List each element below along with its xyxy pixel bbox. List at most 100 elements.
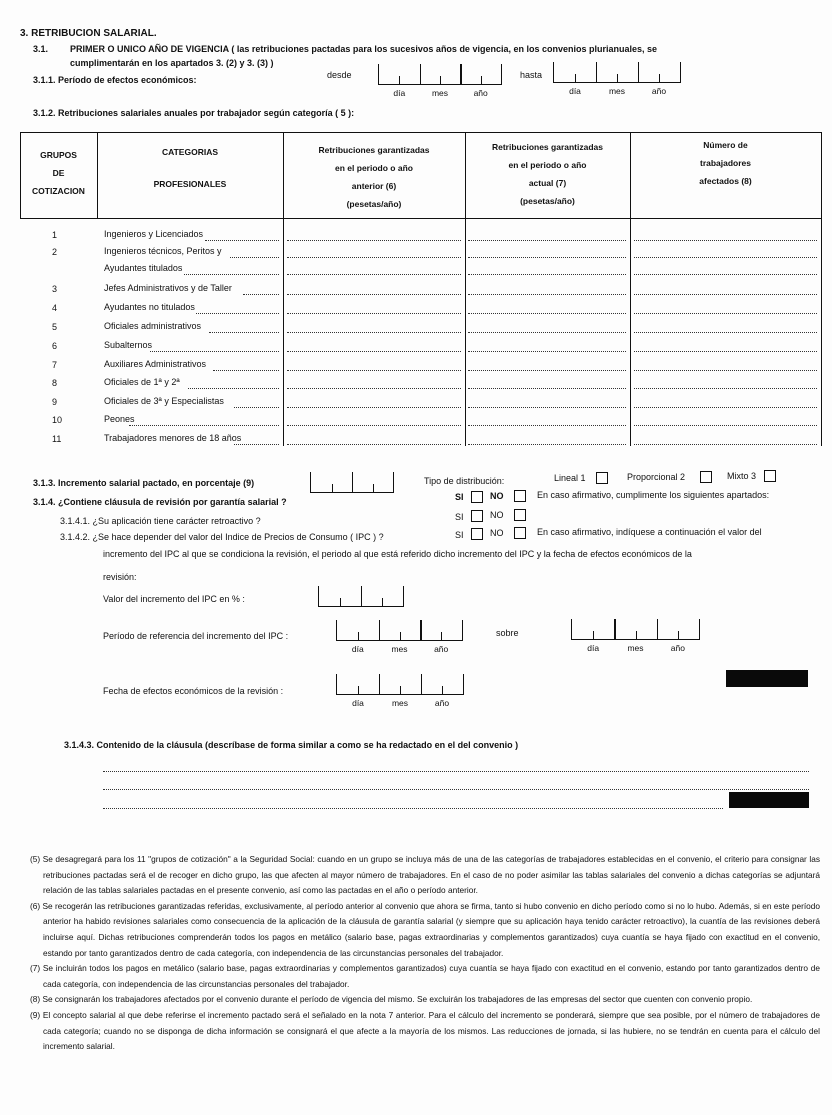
- table-cell-entry-line[interactable]: [634, 332, 817, 333]
- hasta-date-box[interactable]: día mes año: [553, 62, 681, 96]
- table-cell-entry-line[interactable]: [129, 425, 279, 426]
- table-cell-entry-line[interactable]: [468, 370, 626, 371]
- digit-tick: [593, 631, 595, 639]
- incremento-porcentaje-box[interactable]: [310, 472, 394, 493]
- retroactivo-no-checkbox[interactable]: [514, 509, 526, 521]
- header-spacer: [97, 160, 283, 176]
- table-cell-entry-line[interactable]: [468, 313, 626, 314]
- table-cell-entry-line[interactable]: [188, 388, 279, 389]
- tipo-distribucion-label: Tipo de distribución:: [424, 476, 505, 486]
- mixto-checkbox[interactable]: [764, 470, 776, 482]
- digit-tick: [441, 632, 443, 640]
- table-cell-entry-line[interactable]: [634, 274, 817, 275]
- row-group-number: 7: [52, 360, 58, 370]
- date-label-ano: año: [434, 644, 449, 654]
- header-line: trabajadores: [699, 158, 752, 168]
- segment-divider: [419, 64, 421, 84]
- clause-line[interactable]: [103, 771, 809, 772]
- afirmativo-note: En caso afirmativo, cumplimente los sigu…: [537, 490, 770, 500]
- table-cell-entry-line[interactable]: [209, 332, 279, 333]
- footnotes: (5) Se desagregará para los 11 "grupos d…: [30, 852, 820, 1055]
- row-category: Peones: [104, 414, 135, 424]
- digit-tick: [357, 632, 359, 640]
- section-3-1-number: 3.1.: [33, 44, 49, 54]
- row-category: Ingenieros y Licenciados: [104, 229, 204, 239]
- date-label-dia: día: [351, 644, 364, 654]
- table-cell-entry-line[interactable]: [468, 257, 626, 258]
- table-cell-entry-line[interactable]: [468, 332, 626, 333]
- digit-tick: [400, 686, 401, 694]
- table-cell-entry-line[interactable]: [234, 407, 279, 408]
- table-col-line: [97, 132, 99, 218]
- table-cell-entry-line[interactable]: [287, 257, 461, 258]
- table-cell-entry-line[interactable]: [287, 240, 461, 241]
- table-cell-entry-line[interactable]: [287, 444, 461, 445]
- table-cell-entry-line[interactable]: [287, 407, 461, 408]
- fecha-efectos-date-box[interactable]: día mes año: [336, 674, 464, 708]
- table-cell-entry-line[interactable]: [287, 425, 461, 426]
- table-cell-entry-line[interactable]: [287, 313, 461, 314]
- table-cell-entry-line[interactable]: [287, 388, 461, 389]
- valor-ipc-box[interactable]: [318, 586, 404, 607]
- redaction-block: [726, 670, 808, 687]
- table-cell-entry-line[interactable]: [634, 294, 817, 295]
- table-cell-entry-line[interactable]: [634, 388, 817, 389]
- retroactivo-si-checkbox[interactable]: [471, 510, 483, 522]
- table-cell-entry-line[interactable]: [634, 425, 817, 426]
- table-cell-entry-line[interactable]: [468, 274, 626, 275]
- section-title: 3. RETRIBUCION SALARIAL.: [20, 28, 157, 39]
- row-group-number: 3: [52, 284, 58, 294]
- footnote-5: (5) Se desagregará para los 11 "grupos d…: [30, 854, 820, 896]
- table-cell-entry-line[interactable]: [230, 257, 279, 258]
- proporcional-checkbox[interactable]: [700, 471, 712, 483]
- table-cell-entry-line[interactable]: [150, 351, 279, 352]
- footnote-7: (7) Se incluirán todos los pagos en metá…: [30, 963, 820, 989]
- table-cell-entry-line[interactable]: [468, 425, 626, 426]
- ipc-no-checkbox[interactable]: [514, 527, 526, 539]
- table-cell-entry-line[interactable]: [634, 370, 817, 371]
- table-cell-entry-line[interactable]: [204, 240, 279, 241]
- table-cell-entry-line[interactable]: [196, 313, 279, 314]
- table-cell-entry-line[interactable]: [213, 370, 279, 371]
- table-cell-entry-line[interactable]: [287, 332, 461, 333]
- footnote-9: (9) El concepto salarial al que debe ref…: [30, 1009, 820, 1052]
- table-cell-entry-line[interactable]: [634, 240, 817, 241]
- digit-tick: [442, 686, 443, 694]
- table-col-line: [20, 132, 22, 218]
- table-cell-entry-line[interactable]: [634, 313, 817, 314]
- clause-line[interactable]: [103, 808, 723, 809]
- ipc-si-checkbox[interactable]: [471, 528, 483, 540]
- table-cell-entry-line[interactable]: [468, 351, 626, 352]
- table-cell-entry-line[interactable]: [468, 294, 626, 295]
- footnote-6: (6) Se recogerán las retribuciones garan…: [30, 900, 820, 958]
- table-cell-entry-line[interactable]: [634, 444, 817, 445]
- desde-date-box[interactable]: día mes año: [378, 64, 502, 98]
- digit-tick: [635, 631, 637, 639]
- table-cell-entry-line[interactable]: [287, 370, 461, 371]
- table-cell-entry-line[interactable]: [468, 388, 626, 389]
- table-cell-entry-line[interactable]: [468, 444, 626, 445]
- table-cell-entry-line[interactable]: [183, 274, 279, 275]
- table-cell-entry-line[interactable]: [287, 351, 461, 352]
- date-label-dia: día: [352, 698, 364, 708]
- lineal-checkbox[interactable]: [596, 472, 608, 484]
- table-cell-entry-line[interactable]: [242, 294, 279, 295]
- table-top-border: [20, 132, 822, 134]
- section-3-1-4-1-label: 3.1.4.1. ¿Su aplicación tiene carácter r…: [60, 516, 261, 526]
- si-checkbox[interactable]: [471, 491, 483, 503]
- row-group-number: 6: [52, 341, 58, 351]
- table-cell-entry-line[interactable]: [634, 407, 817, 408]
- date-label-mes: mes: [627, 643, 644, 653]
- table-cell-entry-line[interactable]: [468, 407, 626, 408]
- table-cell-entry-line[interactable]: [287, 274, 461, 275]
- table-cell-entry-line[interactable]: [287, 294, 461, 295]
- clause-line[interactable]: [103, 789, 809, 790]
- table-cell-entry-line[interactable]: [634, 257, 817, 258]
- table-cell-entry-line[interactable]: [234, 444, 279, 445]
- sobre-date-box[interactable]: día mes año: [571, 619, 700, 653]
- periodo-ref-date-box[interactable]: día mes año: [336, 620, 463, 654]
- table-cell-entry-line[interactable]: [634, 351, 817, 352]
- table-cell-entry-line[interactable]: [468, 240, 626, 241]
- segment-divider: [638, 62, 640, 82]
- no-checkbox[interactable]: [514, 490, 526, 502]
